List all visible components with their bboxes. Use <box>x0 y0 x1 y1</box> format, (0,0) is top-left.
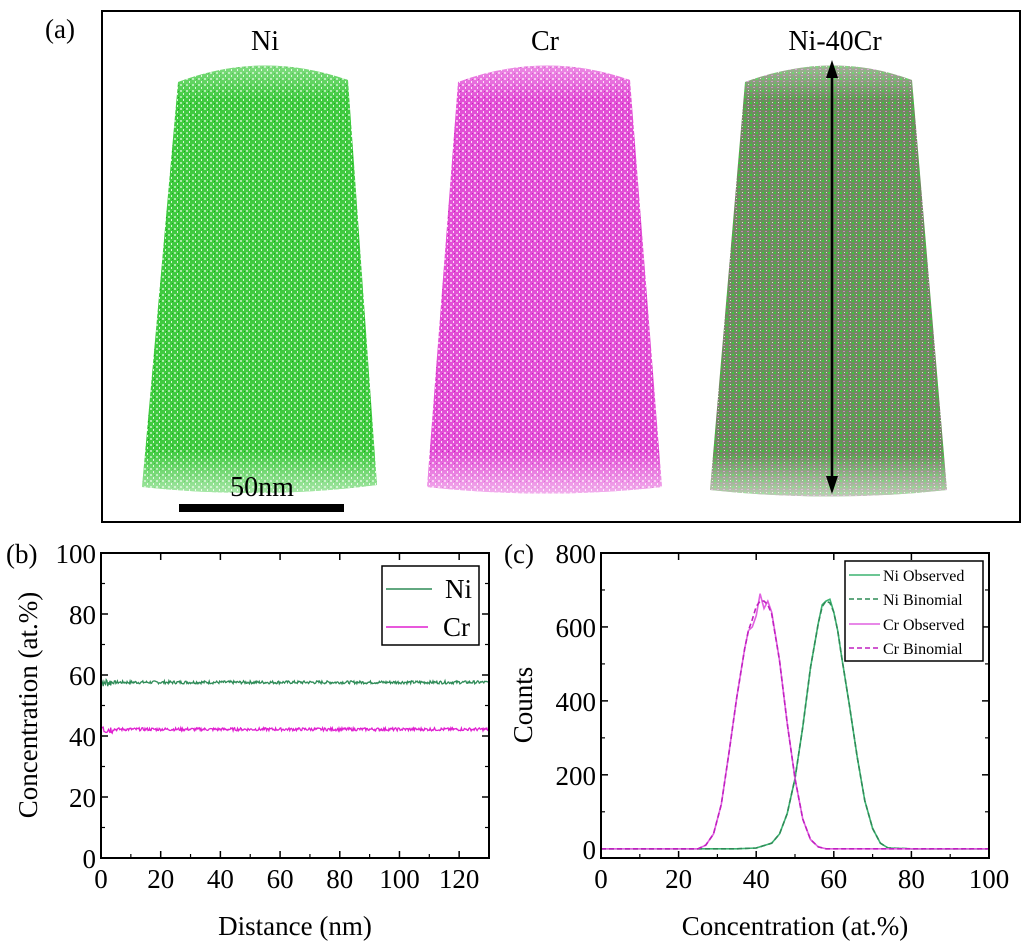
y-tick-label: 200 <box>556 761 597 791</box>
x-tick-label: 80 <box>326 864 353 894</box>
x-tick-label: 20 <box>665 864 692 894</box>
legend-label-ni-observed: Ni Observed <box>883 568 964 585</box>
y-axis-label: Concentration (at.%) <box>13 592 43 818</box>
x-tick-label: 80 <box>898 864 925 894</box>
plot-frame <box>100 552 490 859</box>
series-line-cr-binomial <box>601 600 989 850</box>
x-tick-label: 40 <box>207 864 234 894</box>
cr-tip-reconstruction <box>427 65 662 494</box>
y-tick-label: 60 <box>69 661 96 691</box>
x-tick-label: 100 <box>379 864 420 894</box>
x-tick-label: 120 <box>439 864 480 894</box>
x-tick-label: 0 <box>594 864 608 894</box>
x-tick-label: 40 <box>743 864 770 894</box>
y-tick-label: 400 <box>556 687 597 717</box>
legend: Ni Cr <box>381 565 480 646</box>
y-tick-label: 0 <box>83 844 97 874</box>
tip-title-cr: Cr <box>531 26 559 57</box>
concentration-profile-chart: (b) 0 20 40 60 80 100 120 0 20 40 60 80 100 Distance… <box>6 539 490 941</box>
tip-title-ni: Ni <box>251 26 279 57</box>
x-tick-label: 60 <box>267 864 294 894</box>
legend-label-cr-binomial: Cr Binomial <box>883 641 963 658</box>
panel-b-label: (b) <box>6 539 37 569</box>
ni-tip-reconstruction <box>142 65 377 494</box>
scale-bar-label: 50nm <box>230 472 294 503</box>
tip-title-ni-40cr: Ni-40Cr <box>788 26 882 57</box>
y-tick-label: 100 <box>56 539 97 569</box>
y-tick-label: 0 <box>583 835 597 865</box>
x-tick-label: 20 <box>147 864 174 894</box>
x-tick-label: 0 <box>94 864 108 894</box>
x-axis-label: Distance (nm) <box>218 911 372 941</box>
x-tick-label: 100 <box>969 864 1010 894</box>
y-tick-label: 20 <box>69 783 96 813</box>
panel-a-frame <box>101 10 1021 523</box>
legend: Ni Observed Ni Binomial Cr Observed Cr B… <box>844 560 984 662</box>
series-line-ni-observed <box>601 598 989 850</box>
legend-label-cr-observed: Cr Observed <box>883 617 964 634</box>
y-tick-label: 80 <box>69 600 96 630</box>
scale-bar <box>179 504 344 512</box>
x-tick-label: 60 <box>820 864 847 894</box>
apt-reconstructions <box>142 60 947 512</box>
legend-box <box>844 560 984 662</box>
series-line-ni <box>100 677 490 687</box>
legend-label-cr: Cr <box>443 612 470 642</box>
legend-label-ni: Ni <box>445 574 472 604</box>
y-tick-label: 40 <box>69 722 96 752</box>
ni-40cr-tip-reconstruction <box>710 65 947 497</box>
panel-c-label: (c) <box>504 539 534 569</box>
analysis-direction-arrow <box>826 60 838 494</box>
series-line-cr <box>100 725 490 735</box>
frequency-distribution-chart: (c) 0 20 40 60 80 100 0 200 400 600 800 Concentrat… <box>504 539 1010 941</box>
y-axis-label: Counts <box>508 667 538 744</box>
legend-label-ni-binomial: Ni Binomial <box>883 592 963 609</box>
y-tick-label: 600 <box>556 613 597 643</box>
legend-box <box>381 565 480 646</box>
plot-frame <box>600 552 990 859</box>
x-axis-label: Concentration (at.%) <box>682 911 908 941</box>
panel-a-label: (a) <box>45 14 75 44</box>
y-tick-label: 800 <box>556 539 597 569</box>
